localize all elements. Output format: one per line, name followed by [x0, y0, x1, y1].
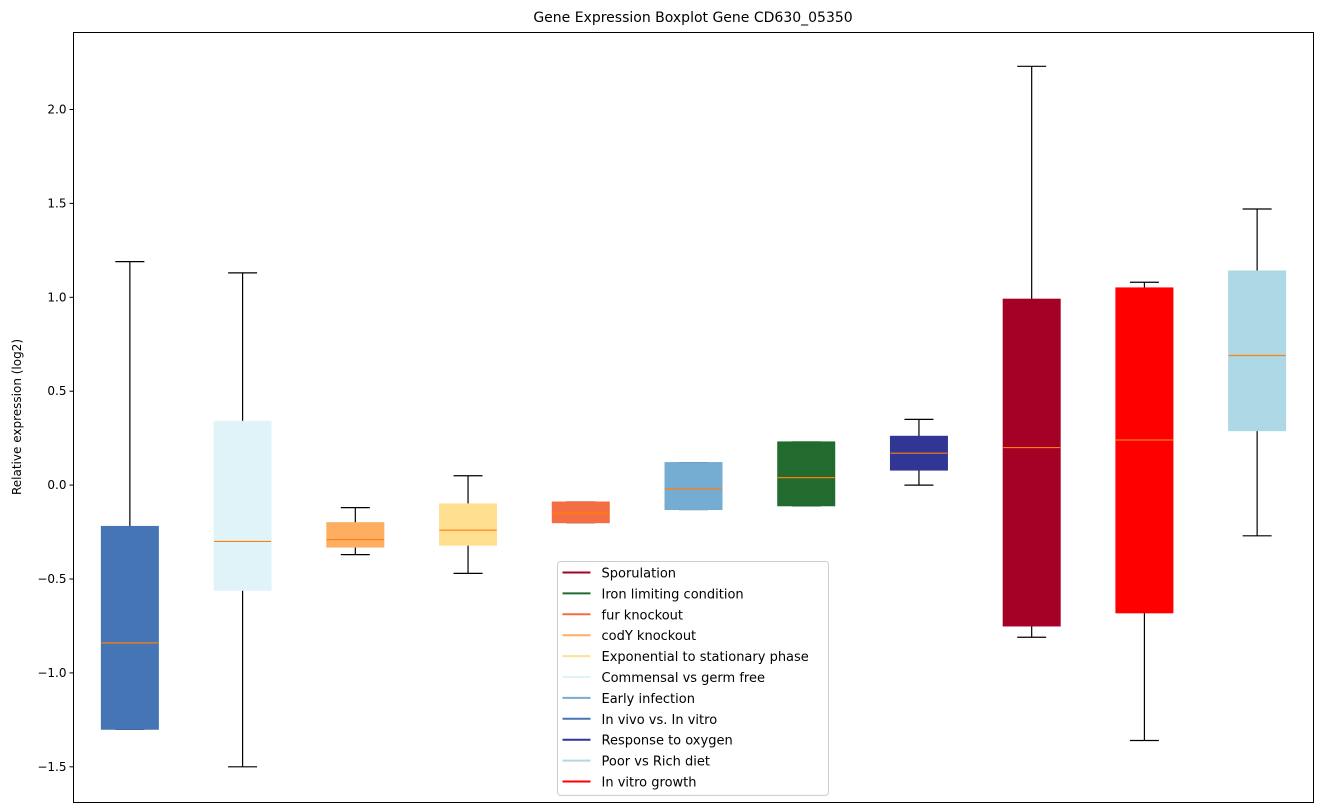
legend-label: Commensal vs germ free: [602, 671, 765, 686]
box-body: [213, 420, 272, 591]
box-response-to-oxygen: [889, 418, 948, 486]
box-commensal-vs-germ-free: [213, 272, 272, 768]
box-body: [777, 441, 836, 507]
y-axis-label: Relative expression (log2): [10, 339, 24, 495]
box-body: [664, 462, 723, 511]
legend-label: Early infection: [602, 692, 695, 707]
box-in-vitro-growth: [1115, 281, 1174, 742]
box-cody-knockout: [326, 507, 385, 556]
boxes: [100, 65, 1287, 768]
plot-frame: [73, 32, 1314, 803]
legend-entry: Commensal vs germ free: [562, 671, 765, 686]
box-body: [100, 525, 159, 730]
legend-entry: Iron limiting condition: [562, 587, 744, 602]
chart-title: Gene Expression Boxplot Gene CD630_05350: [533, 10, 852, 26]
box-in-vivo-vs-in-vitro: [100, 261, 159, 730]
box-sporulation: [1002, 65, 1061, 638]
y-tick-label: −1.5: [37, 760, 66, 774]
legend-label: Poor vs Rich diet: [602, 755, 710, 770]
legend-label: fur knockout: [602, 608, 684, 623]
y-tick-label: 1.5: [47, 196, 66, 210]
legend-entry: Exponential to stationary phase: [562, 650, 809, 665]
legend-frame: [557, 561, 829, 796]
box-body: [551, 501, 610, 524]
box-fur-knockout: [551, 501, 610, 524]
legend-entry: Poor vs Rich diet: [562, 755, 710, 770]
legend-label: Iron limiting condition: [602, 587, 744, 602]
legend-entry: Early infection: [562, 692, 695, 707]
legend-entry: codY knockout: [562, 629, 697, 644]
legend-label: Response to oxygen: [602, 734, 733, 749]
legend-label: codY knockout: [602, 629, 697, 644]
box-early-infection: [664, 461, 723, 511]
box-body: [326, 522, 385, 548]
legend-label: In vivo vs. In vitro: [602, 713, 718, 728]
box-body: [1228, 270, 1287, 432]
legend: Sporulation Iron limiting condition fur kn…: [557, 561, 829, 796]
box-body: [1115, 287, 1174, 614]
box-body: [439, 503, 498, 546]
legend-entry: In vivo vs. In vitro: [562, 713, 718, 728]
legend-label: Sporulation: [602, 567, 677, 582]
y-tick-label: 2.0: [47, 103, 66, 117]
y-tick-label: −1.0: [37, 666, 66, 680]
y-axis: −1.5 −1.0 −0.5 0.0 0.5 1.0 1.5 2.0: [37, 103, 74, 774]
legend-label: Exponential to stationary phase: [602, 650, 809, 665]
y-tick-label: −0.5: [37, 572, 66, 586]
legend-entry: In vitro growth: [562, 776, 697, 791]
y-tick-label: 0.0: [47, 478, 66, 492]
legend-label: In vitro growth: [602, 776, 697, 791]
y-tick-label: 0.5: [47, 384, 66, 398]
legend-entry: Response to oxygen: [562, 734, 733, 749]
legend-entry: fur knockout: [562, 608, 684, 623]
box-iron-limiting-condition: [777, 441, 836, 507]
box-exponential-to-stationary-phase: [439, 475, 498, 574]
box-body: [1002, 298, 1061, 627]
legend-entry: Sporulation: [562, 567, 677, 582]
y-tick-label: 1.0: [47, 290, 66, 304]
box-poor-vs-rich-diet: [1228, 208, 1287, 537]
